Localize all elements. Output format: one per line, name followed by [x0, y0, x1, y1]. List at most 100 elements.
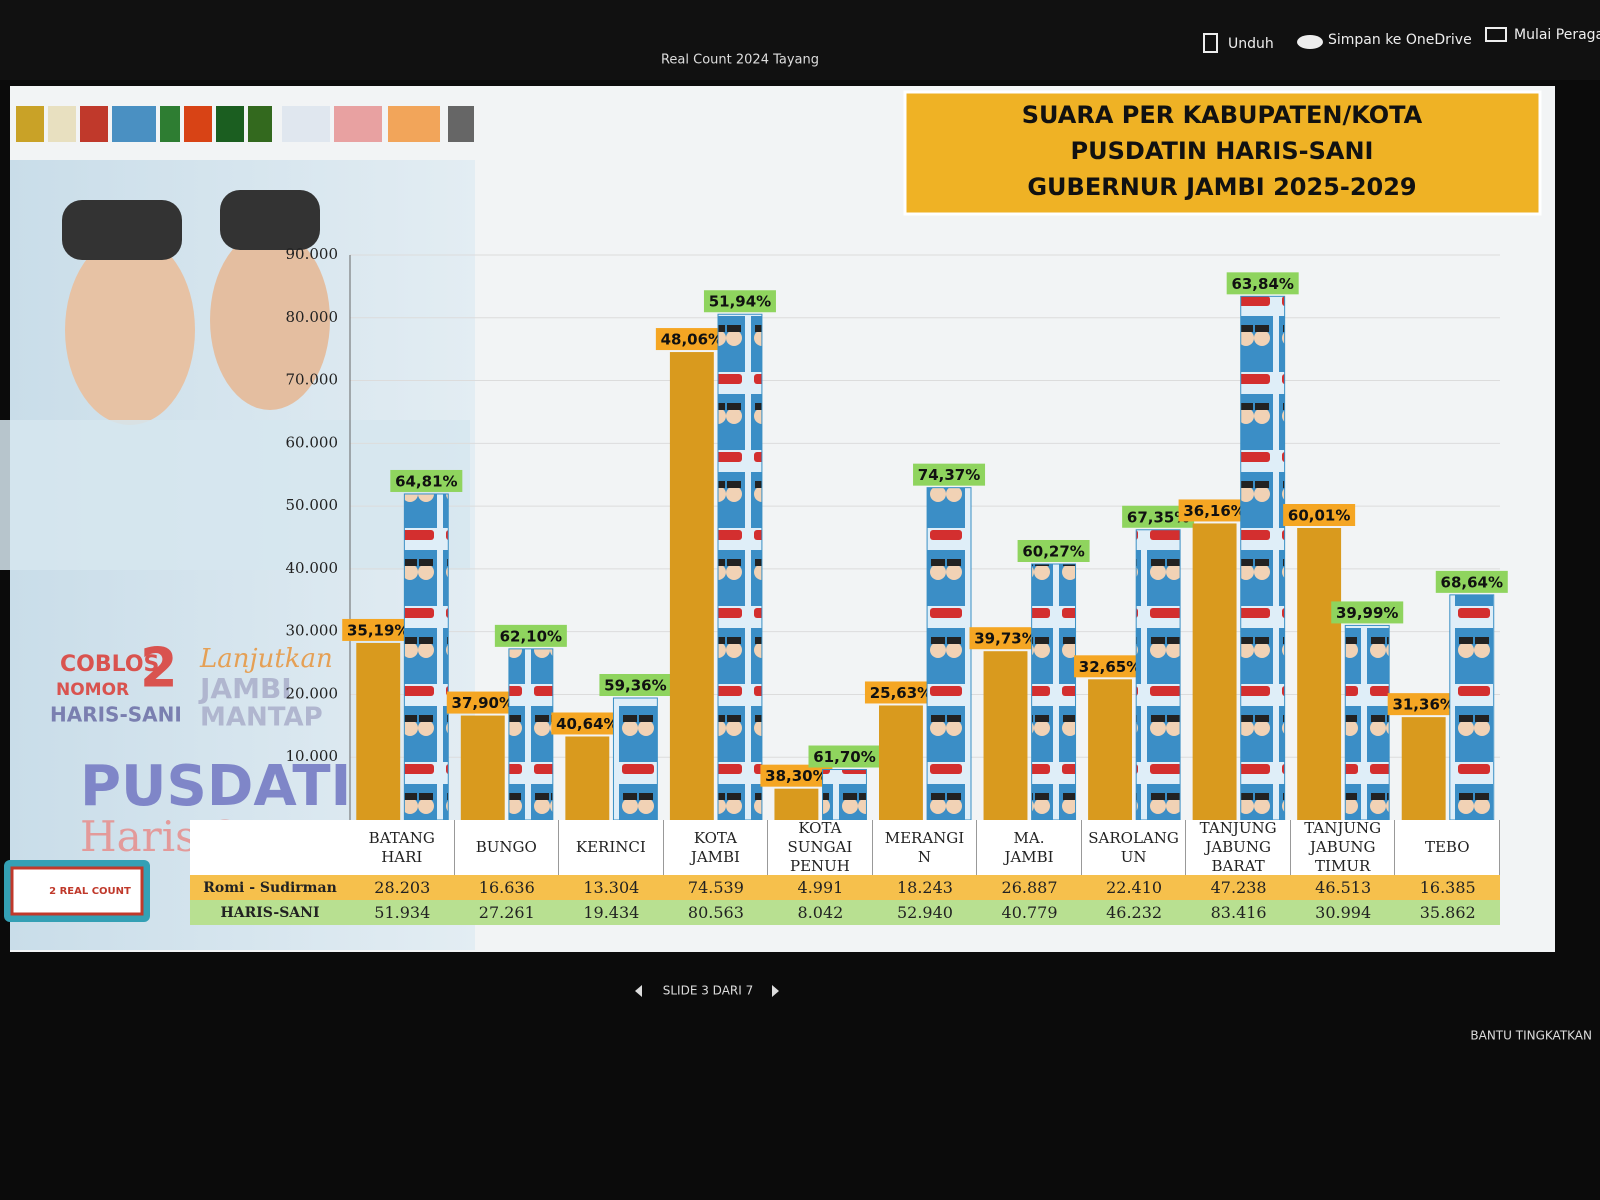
bar-photo-stack: [1031, 563, 1077, 821]
campaign-text: COBLOS: [60, 652, 159, 677]
badge-inner: [10, 866, 144, 916]
table-value: 18.243: [896, 878, 953, 897]
y-tick-label: 20.000: [286, 684, 339, 702]
x-tick-label: TANJUNG JABUNG TIMUR: [1291, 819, 1396, 875]
download-button[interactable]: Unduh: [1228, 36, 1274, 52]
table-value: 28.203: [374, 878, 431, 897]
percent-label: 60,01%: [1288, 507, 1350, 525]
table-value: 19.434: [583, 903, 640, 922]
table-value: 52.940: [896, 903, 953, 922]
percent-label-box: [1178, 499, 1251, 522]
table-value: 16.636: [478, 878, 535, 897]
percent-label-box: [1283, 504, 1356, 527]
title-box: [903, 90, 1542, 216]
bar: [460, 715, 505, 820]
percent-label-box: [1331, 601, 1404, 624]
y-tick-label: 50.000: [286, 496, 339, 514]
percent-label: 63,84%: [1231, 275, 1293, 293]
y-tick-label: 80.000: [286, 308, 339, 326]
table-value: 26.887: [1001, 878, 1058, 897]
percent-label-box: [760, 764, 833, 787]
x-tick-label: BUNGO: [455, 820, 560, 875]
bar: [879, 705, 923, 820]
percent-label-box: [1387, 693, 1460, 716]
table-value: 40.779: [1001, 903, 1058, 922]
x-tick-label: MA. JAMBI: [977, 820, 1082, 875]
x-tick-label: TANJUNG JABUNG BARAT: [1186, 819, 1291, 875]
candidate-photo: [65, 235, 195, 425]
percent-label: 35,19%: [347, 621, 409, 639]
table-header-bg: [190, 820, 1500, 875]
chart-title: SUARA PER KABUPATEN/KOTA: [1022, 101, 1423, 129]
y-tick-label: 90.000: [286, 245, 339, 263]
percent-label-box: [599, 673, 672, 696]
bar-photo-stack: [926, 487, 972, 821]
row-bg: [190, 875, 1500, 900]
legend-entry: HARIS-SANI: [220, 904, 320, 921]
prev-slide[interactable]: [635, 985, 642, 997]
toolbar: [0, 0, 1600, 80]
next-slide[interactable]: [772, 985, 779, 997]
percent-label: 48,06%: [661, 331, 723, 349]
percent-label-box: [969, 627, 1042, 650]
onedrive-icon[interactable]: [1297, 35, 1323, 49]
percent-label-box: [494, 624, 567, 647]
onedrive-button[interactable]: Simpan ke OneDrive: [1328, 32, 1472, 48]
present-icon[interactable]: [1485, 27, 1507, 42]
bar: [669, 352, 714, 820]
present-button[interactable]: Mulai Peraga: [1514, 27, 1600, 43]
bar-photo-stack: [822, 769, 867, 821]
bar: [1401, 717, 1446, 820]
percent-label-box: [1435, 570, 1508, 593]
bar: [983, 651, 1028, 820]
bar-photo-stack: [403, 493, 449, 821]
table-value: 80.563: [687, 903, 744, 922]
percent-label: 68,64%: [1441, 573, 1503, 591]
percent-label-box: [342, 618, 415, 641]
legend-entry: Romi - Sudirman: [203, 879, 337, 896]
percent-label: 59,36%: [604, 676, 666, 694]
table-value: 83.416: [1210, 903, 1267, 922]
percent-label: 37,90%: [452, 694, 514, 712]
download-icon[interactable]: [1203, 33, 1218, 53]
candidate-cap: [220, 190, 320, 250]
party-logos: [16, 106, 474, 142]
bar: [356, 642, 401, 820]
bar-photo-stack: [508, 648, 554, 821]
percent-label: 40,64%: [556, 715, 618, 733]
candidate-body: [0, 420, 470, 570]
x-tick-label: SAROLANG UN: [1082, 820, 1187, 875]
table-value: 13.304: [583, 878, 640, 897]
percent-label-box: [390, 469, 463, 492]
percent-label: 51,94%: [709, 293, 771, 311]
help-link[interactable]: BANTU TINGKATKAN: [1470, 1029, 1592, 1043]
percent-label-box: [1226, 272, 1299, 295]
table-value: 74.539: [687, 878, 744, 897]
percent-label: 62,10%: [500, 627, 562, 645]
percent-label: 39,99%: [1336, 604, 1398, 622]
percent-label-box: [655, 328, 728, 351]
slogan: JAMBI: [198, 672, 292, 705]
x-tick-label: KOTA SUNGAI PENUH: [768, 819, 873, 875]
x-tick-label: BATANG HARI: [350, 820, 455, 875]
campaign-number: 2: [140, 637, 178, 700]
document-title: Real Count 2024 Tayang: [661, 53, 819, 68]
y-tick-label: 40.000: [286, 559, 339, 577]
chart-title: PUSDATIN HARIS-SANI: [1071, 137, 1374, 165]
percent-label: 61,70%: [813, 748, 875, 766]
percent-label-box: [446, 691, 519, 714]
bar-photo-stack: [717, 313, 763, 821]
bar-photo-stack: [1240, 295, 1286, 821]
bar: [1192, 523, 1237, 820]
slide-counter: SLIDE 3 DARI 7: [663, 984, 754, 998]
y-tick-label: 30.000: [286, 622, 339, 640]
percent-label: 31,36%: [1392, 696, 1454, 714]
table-value: 8.042: [797, 903, 844, 922]
percent-label: 64,81%: [395, 472, 457, 490]
bar-photo-stack: [1344, 624, 1390, 821]
slogan: Lanjutkan: [199, 644, 333, 674]
table-value: 46.232: [1106, 903, 1163, 922]
table-value: 16.385: [1419, 878, 1476, 897]
candidate-cap: [62, 200, 182, 260]
